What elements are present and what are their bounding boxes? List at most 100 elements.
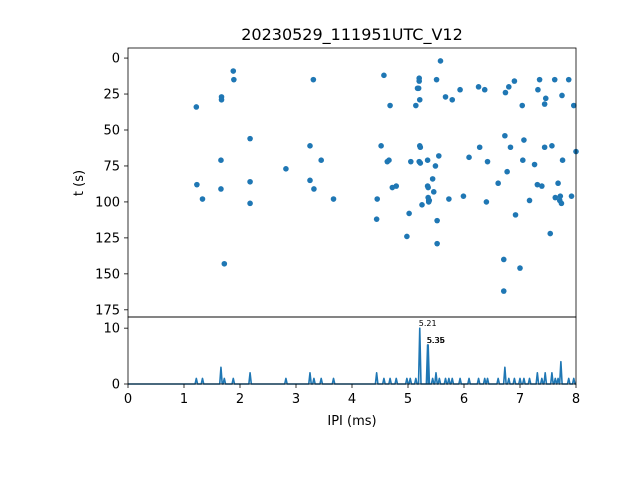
scatter-point: [500, 256, 507, 263]
scatter-point: [432, 163, 439, 169]
scatter-point: [247, 200, 253, 207]
scatter-point: [218, 186, 224, 192]
scatter-point: [433, 76, 440, 83]
scatter-point: [230, 68, 237, 74]
scatter-point: [430, 189, 437, 195]
scatter-point: [416, 96, 423, 103]
x-tick-label: 7: [516, 392, 524, 407]
scatter-point: [549, 143, 555, 149]
scatter-point: [551, 76, 558, 83]
scatter-point: [378, 143, 384, 149]
scatter-point: [374, 196, 381, 202]
scatter-point: [481, 86, 488, 93]
scatter-point: [476, 144, 483, 151]
scatter-point: [434, 217, 440, 224]
scatter-point: [557, 193, 564, 199]
scatter-point: [417, 160, 424, 166]
x-axis-label: IPI (ms): [327, 414, 376, 429]
y-tick-label: 150: [95, 267, 120, 282]
y-tick-label: 75: [103, 159, 120, 174]
scatter-point: [310, 76, 317, 83]
peak-annotation: 5.36: [427, 336, 445, 345]
scatter-point: [437, 58, 444, 64]
scatter-point: [475, 84, 482, 90]
scatter-point: [502, 132, 508, 139]
scatter-point: [512, 212, 519, 218]
x-tick-label: 5: [404, 392, 412, 407]
y-tick-label: 125: [95, 231, 120, 246]
peak-annotation: 5.21: [419, 319, 437, 328]
y-tick-label: 50: [103, 123, 120, 138]
scatter-point: [429, 176, 436, 182]
histogram-frame: [127, 316, 577, 385]
scatter-point: [307, 143, 313, 149]
scatter-point: [446, 196, 452, 202]
scatter-point: [425, 184, 431, 191]
scatter-point: [413, 102, 419, 109]
scatter-point: [531, 161, 538, 168]
scatter-point: [483, 199, 490, 205]
scatter-point: [247, 178, 253, 185]
scatter-point: [495, 180, 501, 187]
x-tick-label: 0: [124, 392, 132, 407]
scatter-point: [541, 144, 548, 151]
y-tick-label: 175: [95, 303, 120, 318]
scatter-point: [404, 233, 410, 240]
scatter-point: [547, 230, 554, 237]
y-tick-label: 25: [103, 88, 120, 103]
peak-annotation: 5.35: [427, 336, 445, 345]
scatter-point: [247, 135, 253, 142]
scatter-point: [381, 72, 387, 79]
chart-title: 20230529_111951UTC_V12: [241, 25, 463, 45]
scatter-point: [311, 186, 317, 192]
y-tick-label: 0: [112, 52, 120, 67]
scatter-point: [504, 168, 510, 175]
scatter-point: [449, 96, 456, 103]
scatter-point: [307, 177, 313, 184]
scatter-point: [387, 102, 393, 109]
scatter-point: [199, 196, 206, 202]
x-tick-label: 6: [460, 392, 468, 407]
scatter-point: [502, 89, 509, 96]
scatter-point: [506, 84, 512, 90]
histogram-line: [128, 327, 576, 385]
scatter-point: [457, 86, 463, 93]
scatter-point: [318, 157, 325, 163]
scatter-point: [283, 166, 289, 172]
scatter-point: [442, 94, 449, 100]
scatter-panel: 0 25 50 75 100 125 150 175: [95, 47, 579, 318]
scatter-point: [218, 96, 225, 103]
scatter-point: [519, 102, 526, 109]
scatter-point: [517, 265, 523, 271]
scatter-point: [406, 210, 412, 217]
y-tick-label: 10: [103, 322, 120, 337]
scatter-point: [535, 86, 541, 93]
x-tick-label: 8: [572, 392, 580, 407]
x-tick-label: 1: [180, 392, 188, 407]
scatter-point: [539, 183, 545, 189]
scatter-point: [500, 288, 507, 294]
scatter-point: [393, 183, 400, 189]
scatter-point: [541, 101, 548, 107]
scatter-point: [552, 194, 559, 201]
scatter-point: [484, 158, 491, 165]
scatter-point: [436, 153, 442, 159]
scatter-point: [526, 197, 533, 204]
scatter-point: [424, 157, 431, 163]
scatter-point: [419, 202, 425, 208]
scatter-point: [558, 200, 565, 207]
scatter-point: [466, 154, 472, 161]
y-axis-label: t (s): [72, 170, 87, 196]
scatter-point: [434, 240, 440, 247]
x-tick-label: 4: [348, 392, 356, 407]
scatter-point: [555, 180, 561, 187]
y-tick-label: 100: [95, 195, 120, 210]
scatter-point: [221, 260, 228, 267]
scatter-point: [417, 144, 424, 151]
scatter-point: [536, 76, 543, 83]
scatter-point: [373, 216, 380, 222]
scatter-point: [386, 157, 392, 163]
x-tick-label: 3: [292, 392, 300, 407]
